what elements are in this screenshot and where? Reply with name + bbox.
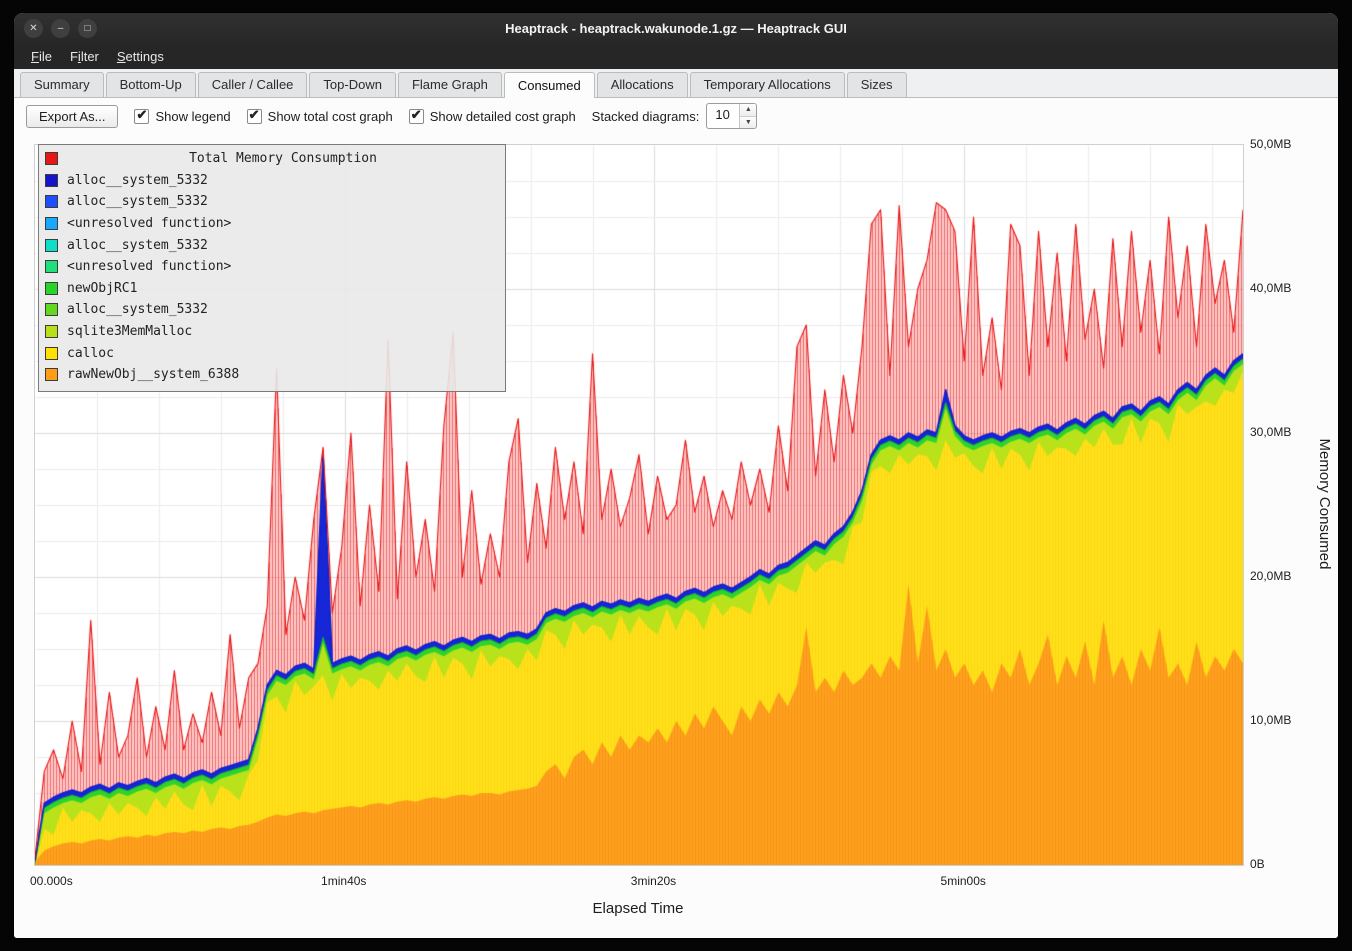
legend-swatch <box>45 282 58 295</box>
legend-item-label: newObjRC1 <box>67 281 137 296</box>
menu-settings[interactable]: Settings <box>108 46 173 67</box>
y-axis-label: Memory Consumed <box>1316 439 1333 570</box>
maximize-icon[interactable]: □ <box>78 19 97 38</box>
close-icon[interactable]: ✕ <box>24 19 43 38</box>
legend-item: rawNewObj__system_6388 <box>45 364 499 386</box>
legend-swatch <box>45 303 58 316</box>
legend-title-row: Total Memory Consumption <box>45 148 499 170</box>
tab-bottom-up[interactable]: Bottom-Up <box>106 72 196 97</box>
check-icon: ✔ <box>136 107 147 123</box>
tabbar: Summary Bottom-Up Caller / Callee Top-Do… <box>14 69 1338 98</box>
checkbox-box[interactable]: ✔ <box>409 109 424 124</box>
spinner-value[interactable]: 10 <box>707 104 739 128</box>
tab-sizes[interactable]: Sizes <box>847 72 907 97</box>
legend-item-label: <unresolved function> <box>67 259 231 274</box>
checkbox-label: Show detailed cost graph <box>430 109 576 124</box>
legend-title: Total Memory Consumption <box>67 151 499 166</box>
legend-item: alloc__system_5332 <box>45 234 499 256</box>
y-tick-label: 40,0MB <box>1250 281 1291 295</box>
checkbox-label: Show legend <box>155 109 230 124</box>
tab-consumed[interactable]: Consumed <box>504 72 595 98</box>
y-tick-label: 50,0MB <box>1250 137 1291 151</box>
x-axis-label: Elapsed Time <box>593 900 684 917</box>
chart-legend: Total Memory Consumption alloc__system_5… <box>38 144 506 392</box>
tab-summary[interactable]: Summary <box>20 72 104 97</box>
chart-area: 0B 10,0MB 20,0MB 30,0MB 40,0MB 50,0MB 00… <box>14 134 1338 938</box>
checkbox-box[interactable]: ✔ <box>134 109 149 124</box>
menu-filter[interactable]: Filter <box>61 46 108 67</box>
show-legend-checkbox[interactable]: ✔ Show legend <box>134 109 230 124</box>
legend-swatch-total <box>45 152 58 165</box>
check-icon: ✔ <box>249 107 260 123</box>
tab-flame-graph[interactable]: Flame Graph <box>398 72 502 97</box>
legend-item-label: sqlite3MemMalloc <box>67 324 192 339</box>
menu-file[interactable]: File <box>22 46 61 67</box>
legend-item: alloc__system_5332 <box>45 170 499 192</box>
stacked-diagrams-group: Stacked diagrams: 10 ▲ ▼ <box>592 103 758 129</box>
toolbar: Export As... ✔ Show legend ✔ Show total … <box>14 98 1338 134</box>
legend-item: calloc <box>45 342 499 364</box>
tab-caller-callee[interactable]: Caller / Callee <box>198 72 308 97</box>
y-tick-label: 0B <box>1250 857 1265 871</box>
y-tick-label: 10,0MB <box>1250 713 1291 727</box>
app-window: ✕ – □ Heaptrack - heaptrack.wakunode.1.g… <box>14 13 1338 938</box>
legend-item-label: alloc__system_5332 <box>67 194 208 209</box>
tab-temporary-allocations[interactable]: Temporary Allocations <box>690 72 845 97</box>
legend-item: <unresolved function> <box>45 256 499 278</box>
show-detailed-cost-graph-checkbox[interactable]: ✔ Show detailed cost graph <box>409 109 576 124</box>
legend-swatch <box>45 368 58 381</box>
window-controls: ✕ – □ <box>24 19 97 38</box>
show-total-cost-graph-checkbox[interactable]: ✔ Show total cost graph <box>247 109 393 124</box>
x-tick-label: 3min20s <box>631 874 676 888</box>
x-tick-label: 5min00s <box>941 874 986 888</box>
legend-item: sqlite3MemMalloc <box>45 321 499 343</box>
minimize-icon[interactable]: – <box>51 19 70 38</box>
stacked-diagrams-label: Stacked diagrams: <box>592 109 700 124</box>
spinner-down-icon[interactable]: ▼ <box>740 117 756 129</box>
stacked-diagrams-spinner[interactable]: 10 ▲ ▼ <box>706 103 757 129</box>
y-tick-label: 20,0MB <box>1250 569 1291 583</box>
y-tick-label: 30,0MB <box>1250 425 1291 439</box>
checkbox-box[interactable]: ✔ <box>247 109 262 124</box>
legend-swatch <box>45 195 58 208</box>
legend-item-label: alloc__system_5332 <box>67 238 208 253</box>
legend-swatch <box>45 260 58 273</box>
legend-swatch <box>45 217 58 230</box>
window-title: Heaptrack - heaptrack.wakunode.1.gz — He… <box>14 21 1338 36</box>
legend-item-label: <unresolved function> <box>67 216 231 231</box>
legend-swatch <box>45 174 58 187</box>
legend-swatch <box>45 325 58 338</box>
legend-item-label: rawNewObj__system_6388 <box>67 367 239 382</box>
legend-item: newObjRC1 <box>45 278 499 300</box>
legend-swatch <box>45 239 58 252</box>
legend-swatch <box>45 347 58 360</box>
x-tick-label: 1min40s <box>321 874 366 888</box>
tab-top-down[interactable]: Top-Down <box>309 72 396 97</box>
check-icon: ✔ <box>411 107 422 123</box>
legend-item: <unresolved function> <box>45 213 499 235</box>
tab-allocations[interactable]: Allocations <box>597 72 688 97</box>
legend-item-label: alloc__system_5332 <box>67 173 208 188</box>
spinner-buttons: ▲ ▼ <box>739 104 756 128</box>
export-as-button[interactable]: Export As... <box>26 105 118 128</box>
x-tick-label: 00.000s <box>30 874 73 888</box>
checkbox-label: Show total cost graph <box>268 109 393 124</box>
titlebar: ✕ – □ Heaptrack - heaptrack.wakunode.1.g… <box>14 13 1338 44</box>
legend-item: alloc__system_5332 <box>45 299 499 321</box>
menubar: File Filter Settings <box>14 44 1338 69</box>
legend-item-label: alloc__system_5332 <box>67 302 208 317</box>
spinner-up-icon[interactable]: ▲ <box>740 104 756 117</box>
legend-item-label: calloc <box>67 346 114 361</box>
legend-item: alloc__system_5332 <box>45 191 499 213</box>
